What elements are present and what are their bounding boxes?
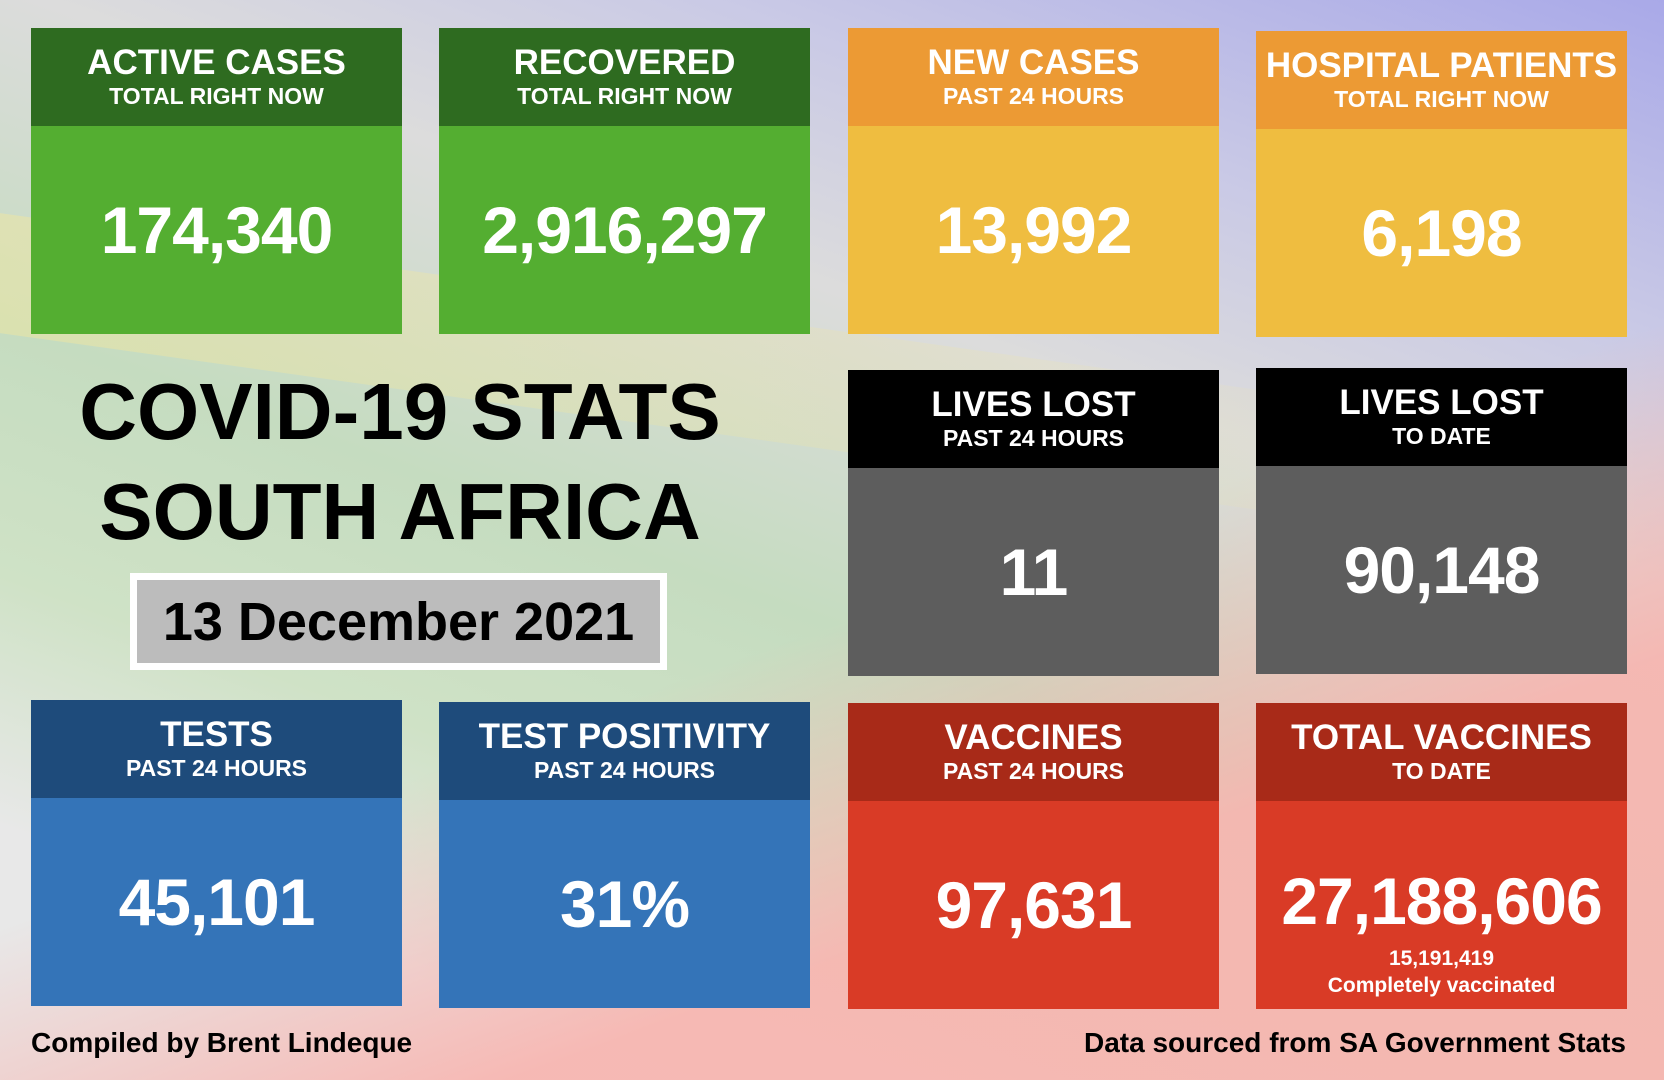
total-vaccines-card: TOTAL VACCINES TO DATE 27,188,606 15,191,… xyxy=(1256,703,1627,1009)
card-title: TEST POSITIVITY xyxy=(478,717,771,756)
card-value: 31% xyxy=(559,867,690,941)
card-subtitle: PAST 24 HOURS xyxy=(942,83,1125,109)
page-title: COVID-19 STATS xyxy=(79,367,721,456)
card-value: 90,148 xyxy=(1343,533,1541,607)
new-cases-card: NEW CASES PAST 24 HOURS 13,992 xyxy=(848,28,1219,334)
card-title: LIVES LOST xyxy=(931,385,1136,424)
card-title: VACCINES xyxy=(944,718,1123,757)
footer-credit: Compiled by Brent Lindeque xyxy=(31,1027,413,1058)
card-title: TESTS xyxy=(160,715,273,754)
date-text: 13 December 2021 xyxy=(137,580,660,663)
card-title: ACTIVE CASES xyxy=(87,43,346,82)
card-value: 13,992 xyxy=(935,193,1133,267)
fully-vaccinated-count: 15,191,419 xyxy=(1388,947,1495,970)
card-value: 45,101 xyxy=(118,865,316,939)
vaccines-24h-card: VACCINES PAST 24 HOURS 97,631 xyxy=(848,703,1219,1009)
date-badge: 13 December 2021 xyxy=(130,573,667,670)
recovered-card: RECOVERED TOTAL RIGHT NOW 2,916,297 xyxy=(439,28,810,334)
card-subtitle: PAST 24 HOURS xyxy=(533,757,716,783)
card-subtitle: TOTAL RIGHT NOW xyxy=(1334,86,1549,112)
page-subtitle: SOUTH AFRICA xyxy=(99,467,701,556)
footer-source: Data sourced from SA Government Stats xyxy=(1084,1027,1626,1058)
active-cases-card: ACTIVE CASES TOTAL RIGHT NOW 174,340 xyxy=(31,28,402,334)
card-title: HOSPITAL PATIENTS xyxy=(1265,46,1618,85)
card-title: RECOVERED xyxy=(513,43,736,82)
card-subtitle: TO DATE xyxy=(1392,758,1491,784)
hospital-patients-card: HOSPITAL PATIENTS TOTAL RIGHT NOW 6,198 xyxy=(1256,31,1627,337)
card-title: NEW CASES xyxy=(927,43,1140,82)
lives-lost-24h-card: LIVES LOST PAST 24 HOURS 11 xyxy=(848,370,1219,676)
test-positivity-card: TEST POSITIVITY PAST 24 HOURS 31% xyxy=(439,702,810,1008)
card-subtitle: TOTAL RIGHT NOW xyxy=(517,83,732,109)
card-value: 2,916,297 xyxy=(482,193,768,267)
card-subtitle: PAST 24 HOURS xyxy=(125,755,308,781)
fully-vaccinated-label: Completely vaccinated xyxy=(1327,974,1556,997)
lives-lost-total-card: LIVES LOST TO DATE 90,148 xyxy=(1256,368,1627,674)
card-subtitle: TOTAL RIGHT NOW xyxy=(109,83,324,109)
card-value: 11 xyxy=(999,535,1069,609)
card-value: 27,188,606 xyxy=(1281,864,1602,938)
card-subtitle: PAST 24 HOURS xyxy=(942,425,1125,451)
card-value: 97,631 xyxy=(935,868,1133,942)
tests-card: TESTS PAST 24 HOURS 45,101 xyxy=(31,700,402,1006)
card-subtitle: TO DATE xyxy=(1392,423,1491,449)
card-value: 6,198 xyxy=(1361,196,1522,270)
card-title: LIVES LOST xyxy=(1339,383,1544,422)
card-title: TOTAL VACCINES xyxy=(1291,718,1592,757)
card-value: 174,340 xyxy=(100,193,334,267)
card-subtitle: PAST 24 HOURS xyxy=(942,758,1125,784)
